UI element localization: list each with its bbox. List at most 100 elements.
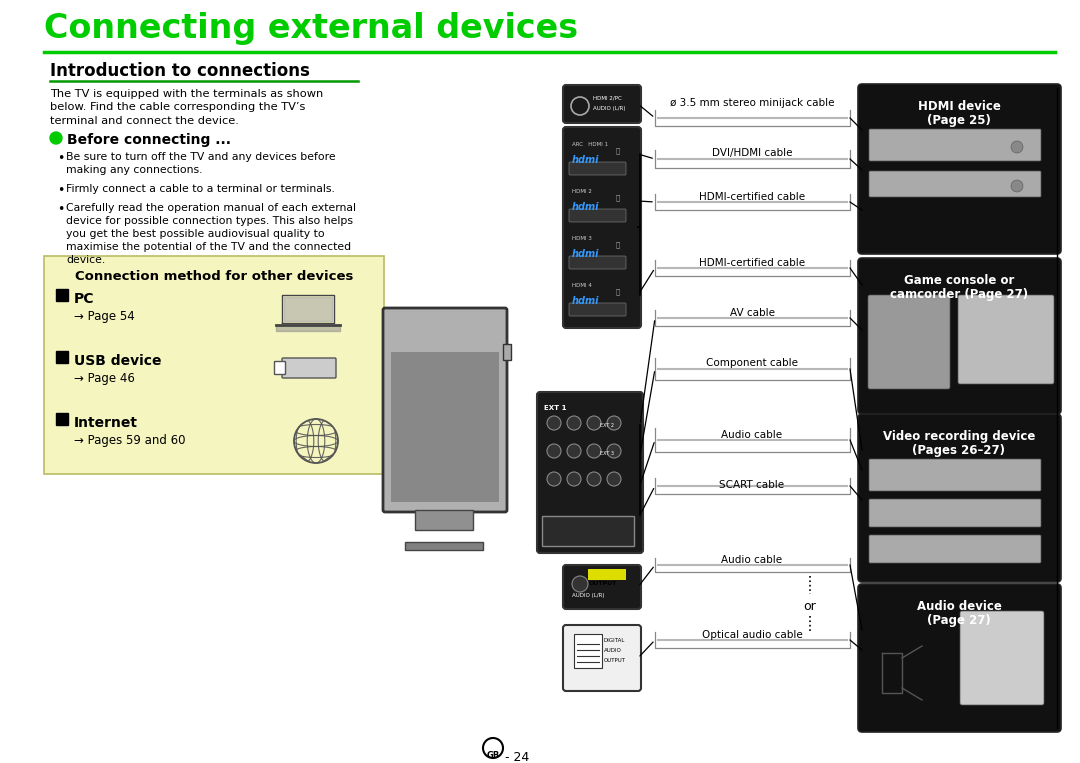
FancyBboxPatch shape xyxy=(569,162,626,175)
Text: Internet: Internet xyxy=(75,416,138,430)
Circle shape xyxy=(567,416,581,430)
FancyBboxPatch shape xyxy=(869,499,1041,527)
Text: EXT 3: EXT 3 xyxy=(600,451,615,456)
Text: HDMI 4: HDMI 4 xyxy=(572,283,592,288)
Bar xyxy=(542,516,634,546)
Text: → Pages 59 and 60: → Pages 59 and 60 xyxy=(75,434,186,447)
Text: HDMI-certified cable: HDMI-certified cable xyxy=(699,258,805,268)
FancyBboxPatch shape xyxy=(563,127,642,328)
Text: •: • xyxy=(57,184,65,197)
Text: DIGITAL: DIGITAL xyxy=(604,638,625,643)
FancyBboxPatch shape xyxy=(858,258,1061,414)
Text: The TV is equipped with the terminals as shown: The TV is equipped with the terminals as… xyxy=(50,89,323,99)
FancyBboxPatch shape xyxy=(858,414,1061,582)
Text: hdmi: hdmi xyxy=(572,296,599,306)
Text: 🔑: 🔑 xyxy=(616,288,620,295)
Text: ARC   HDMI 1: ARC HDMI 1 xyxy=(572,142,608,147)
Text: below. Find the cable corresponding the TV’s: below. Find the cable corresponding the … xyxy=(50,102,306,112)
Text: 🔑: 🔑 xyxy=(616,241,620,248)
FancyBboxPatch shape xyxy=(44,256,384,474)
Text: •: • xyxy=(57,152,65,165)
Text: Introduction to connections: Introduction to connections xyxy=(50,62,310,80)
Circle shape xyxy=(1011,141,1023,153)
Text: hdmi: hdmi xyxy=(572,249,599,259)
Text: USB device: USB device xyxy=(75,354,162,368)
FancyBboxPatch shape xyxy=(869,459,1041,491)
Text: SCART cable: SCART cable xyxy=(719,480,784,490)
Text: Connecting external devices: Connecting external devices xyxy=(44,12,578,45)
Text: (Page 27): (Page 27) xyxy=(927,614,990,627)
Text: Be sure to turn off the TV and any devices before: Be sure to turn off the TV and any devic… xyxy=(66,152,336,162)
FancyBboxPatch shape xyxy=(383,308,507,512)
Circle shape xyxy=(607,444,621,458)
FancyBboxPatch shape xyxy=(563,85,642,123)
FancyBboxPatch shape xyxy=(958,295,1054,384)
Text: GB: GB xyxy=(486,751,500,760)
Circle shape xyxy=(546,416,561,430)
FancyBboxPatch shape xyxy=(869,535,1041,563)
Bar xyxy=(503,344,511,360)
Bar xyxy=(573,634,602,668)
Text: EXT 2: EXT 2 xyxy=(600,423,615,428)
Text: HDMI device: HDMI device xyxy=(918,100,1000,113)
Text: 🔑: 🔑 xyxy=(616,147,620,153)
Text: ø 3.5 mm stereo minijack cable: ø 3.5 mm stereo minijack cable xyxy=(670,98,834,108)
Text: → Page 54: → Page 54 xyxy=(75,310,135,323)
Bar xyxy=(415,510,473,530)
Text: Firmly connect a cable to a terminal or terminals.: Firmly connect a cable to a terminal or … xyxy=(66,184,335,194)
FancyBboxPatch shape xyxy=(563,565,642,609)
Text: Video recording device: Video recording device xyxy=(882,430,1036,443)
Text: hdmi: hdmi xyxy=(572,155,599,165)
Text: AV cable: AV cable xyxy=(729,308,774,318)
Text: HDMI 2/PC: HDMI 2/PC xyxy=(593,96,622,101)
Text: Component cable: Component cable xyxy=(706,358,798,368)
FancyBboxPatch shape xyxy=(869,129,1041,161)
FancyBboxPatch shape xyxy=(869,171,1041,197)
Circle shape xyxy=(588,472,600,486)
Text: you get the best possible audiovisual quality to: you get the best possible audiovisual qu… xyxy=(66,229,325,239)
Bar xyxy=(588,569,626,580)
Text: camcorder (Page 27): camcorder (Page 27) xyxy=(890,288,1028,301)
Circle shape xyxy=(50,132,62,144)
Text: OUTPUT: OUTPUT xyxy=(604,658,626,663)
Text: terminal and connect the device.: terminal and connect the device. xyxy=(50,116,239,126)
Circle shape xyxy=(588,416,600,430)
Circle shape xyxy=(546,472,561,486)
Text: Carefully read the operation manual of each external: Carefully read the operation manual of e… xyxy=(66,203,356,213)
FancyBboxPatch shape xyxy=(858,584,1061,732)
FancyBboxPatch shape xyxy=(569,209,626,222)
Text: → Page 46: → Page 46 xyxy=(75,372,135,385)
Circle shape xyxy=(588,444,600,458)
Bar xyxy=(56,413,68,425)
FancyBboxPatch shape xyxy=(569,303,626,316)
Text: DVI/HDMI cable: DVI/HDMI cable xyxy=(712,148,793,158)
Circle shape xyxy=(567,472,581,486)
Text: maximise the potential of the TV and the connected: maximise the potential of the TV and the… xyxy=(66,242,351,252)
Text: AUDIO (L/R): AUDIO (L/R) xyxy=(572,593,605,598)
FancyBboxPatch shape xyxy=(537,392,643,553)
Text: PC: PC xyxy=(75,292,95,306)
Text: - 24: - 24 xyxy=(505,751,529,763)
Text: HDMI 3: HDMI 3 xyxy=(572,236,592,241)
FancyBboxPatch shape xyxy=(563,625,642,691)
Bar xyxy=(405,542,483,550)
FancyBboxPatch shape xyxy=(960,611,1044,705)
Text: Before connecting ...: Before connecting ... xyxy=(67,133,231,147)
Text: AUDIO (L/R): AUDIO (L/R) xyxy=(593,106,625,111)
Circle shape xyxy=(572,576,588,592)
Bar xyxy=(56,351,68,363)
FancyBboxPatch shape xyxy=(569,256,626,269)
Text: EXT 1: EXT 1 xyxy=(545,568,561,573)
Text: 🔑: 🔑 xyxy=(616,194,620,201)
FancyBboxPatch shape xyxy=(282,358,336,378)
Text: HDMI-certified cable: HDMI-certified cable xyxy=(699,192,805,202)
Text: or: or xyxy=(804,600,816,613)
Circle shape xyxy=(1011,180,1023,192)
Text: Game console or: Game console or xyxy=(904,274,1014,287)
Text: HDMI 2: HDMI 2 xyxy=(572,189,592,194)
Text: Optical audio cable: Optical audio cable xyxy=(702,630,802,640)
FancyBboxPatch shape xyxy=(858,84,1061,254)
Text: (Pages 26–27): (Pages 26–27) xyxy=(913,444,1005,457)
Bar xyxy=(391,352,499,502)
Text: device.: device. xyxy=(66,255,105,265)
